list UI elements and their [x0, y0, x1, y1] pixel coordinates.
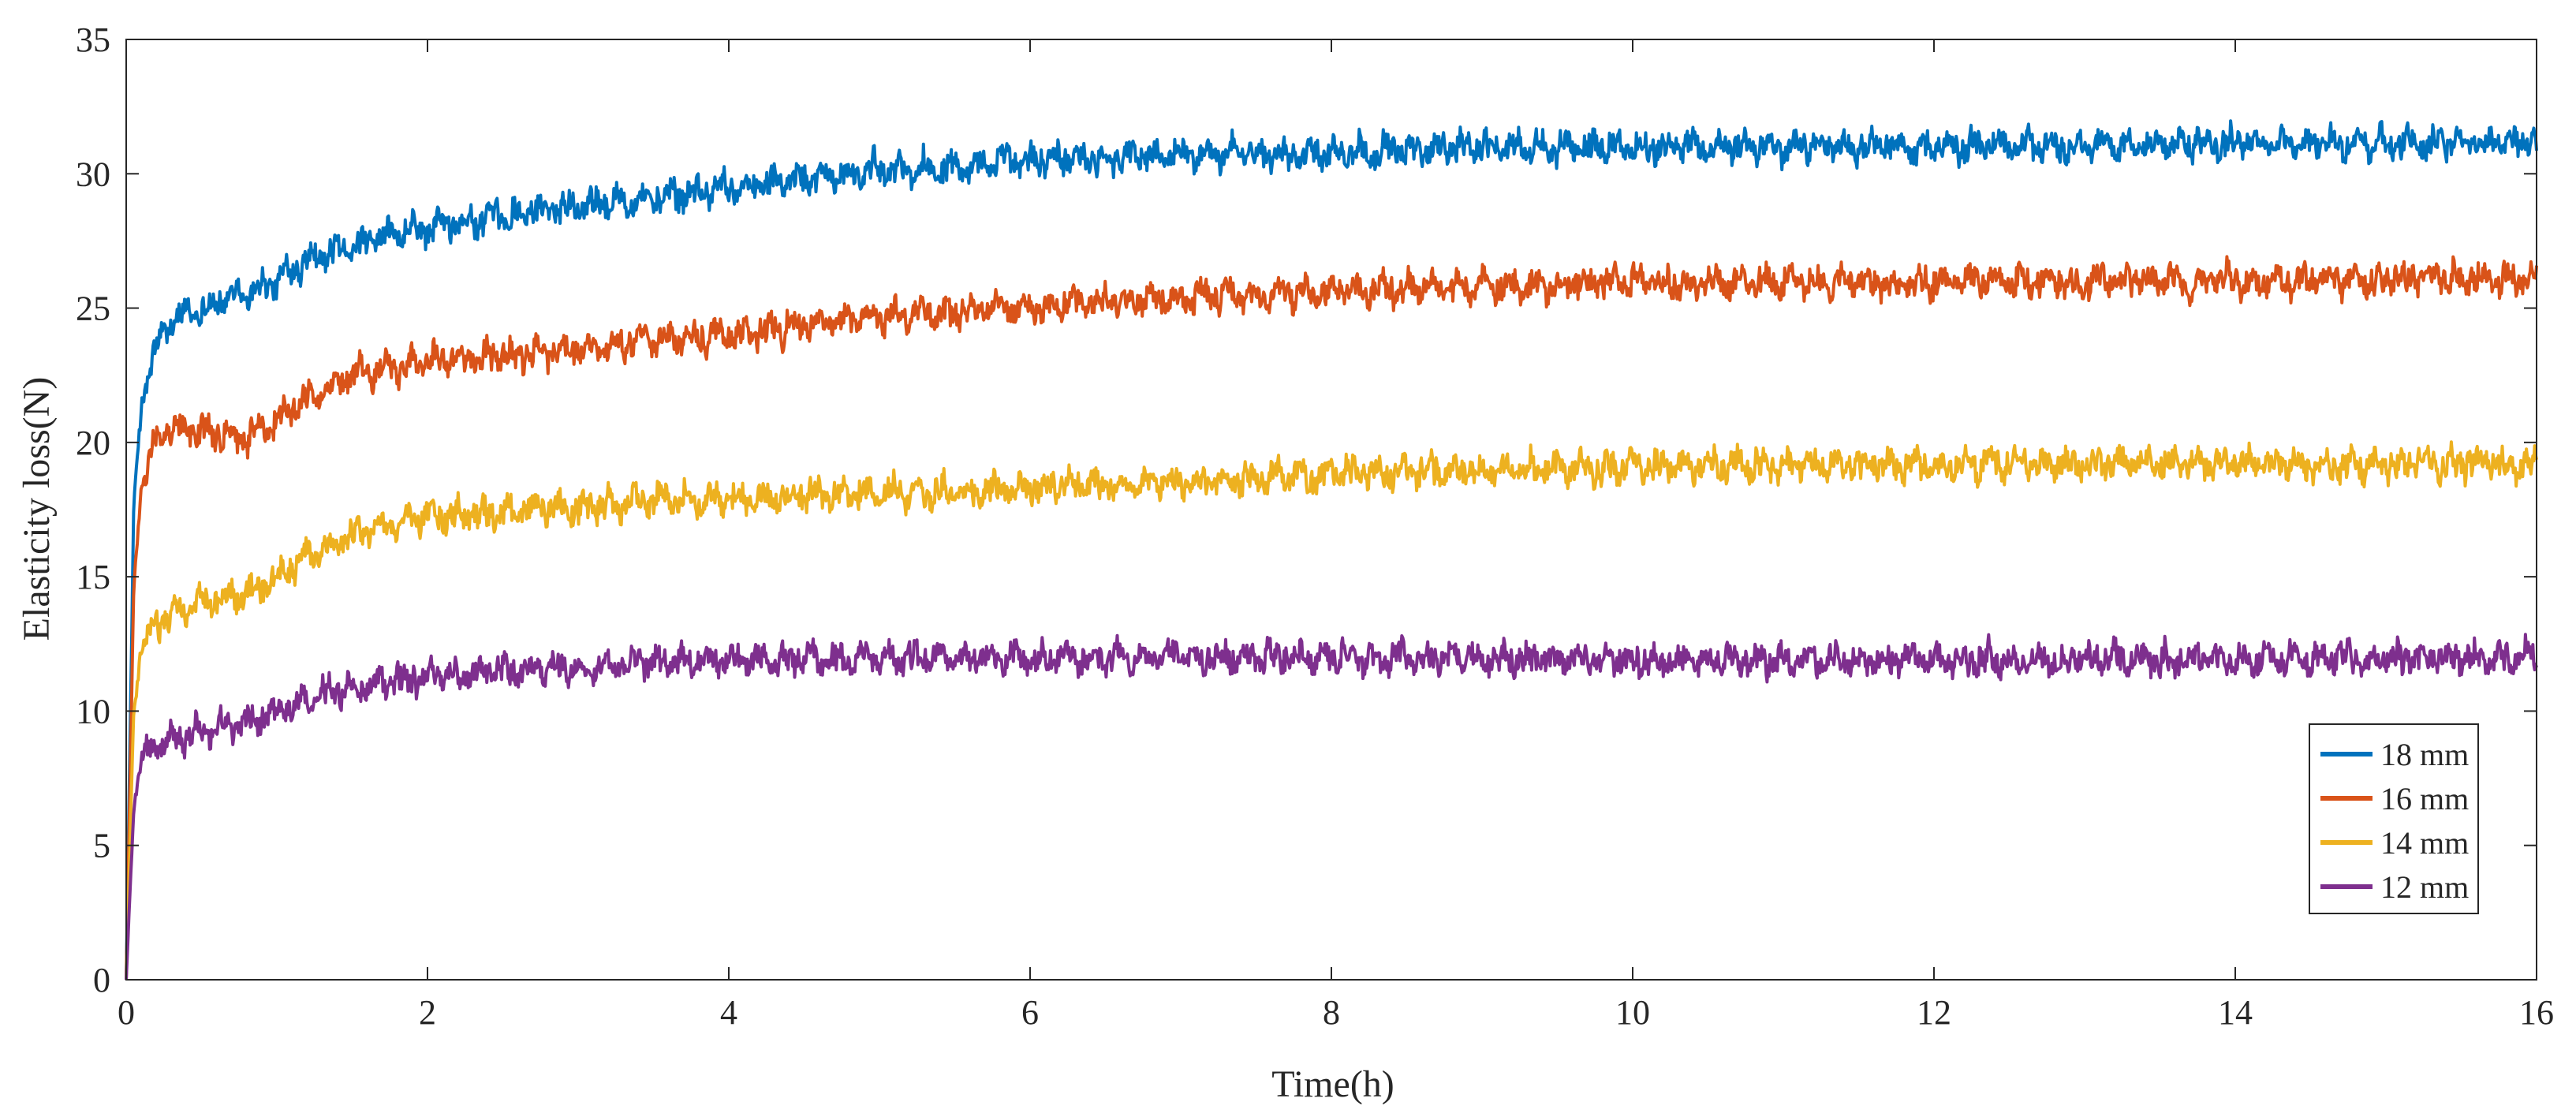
- legend-label: 16 mm: [2380, 781, 2469, 816]
- x-tick-label: 4: [720, 993, 737, 1032]
- x-tick-label: 6: [1021, 993, 1039, 1032]
- x-tick-label: 0: [118, 993, 135, 1032]
- x-axis-label: Time(h): [1271, 1063, 1394, 1105]
- legend-label: 18 mm: [2380, 737, 2469, 772]
- legend-items: 18 mm 16 mm 14 mm 12 mm: [2320, 737, 2469, 905]
- legend: 18 mm 16 mm 14 mm 12 mm: [2309, 723, 2479, 914]
- y-tick-label: 20: [76, 424, 110, 462]
- y-tick-label: 25: [76, 290, 110, 328]
- x-tick-label: 12: [1917, 993, 1951, 1032]
- series-layer: [125, 119, 2538, 981]
- axes-layer: 0 2 4 6 8 10 12 14 16 0 5 10 15 20 25 30 35: [76, 21, 2554, 1032]
- y-axis-label: Elasticity loss(N): [16, 377, 58, 641]
- y-tick-label: 15: [76, 558, 110, 596]
- y-tick-label: 0: [93, 961, 110, 999]
- series-line-16-mm: [125, 255, 2538, 981]
- series-line-12-mm: [125, 633, 2538, 981]
- series-line-14-mm: [125, 440, 2538, 981]
- x-tick-label: 8: [1323, 993, 1340, 1032]
- x-tick-label: 14: [2218, 993, 2253, 1032]
- x-tick-label: 16: [2519, 993, 2554, 1032]
- y-tick-label: 10: [76, 692, 110, 730]
- x-tick-label: 2: [419, 993, 436, 1032]
- y-tick-label: 30: [76, 155, 110, 193]
- legend-label: 14 mm: [2380, 825, 2469, 861]
- legend-label: 12 mm: [2380, 869, 2469, 905]
- x-tick-label: 10: [1615, 993, 1650, 1032]
- series-line-18-mm: [125, 119, 2538, 981]
- y-tick-label: 35: [76, 21, 110, 59]
- y-tick-label: 5: [93, 827, 110, 865]
